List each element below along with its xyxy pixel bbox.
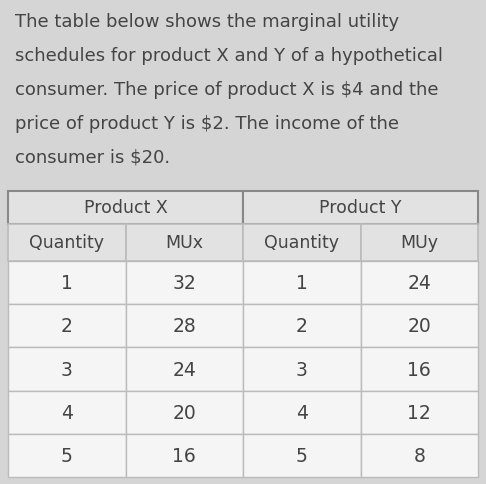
Text: schedules for product X and Y of a hypothetical: schedules for product X and Y of a hypot… [15,47,443,65]
Text: 4: 4 [296,403,308,422]
Text: 24: 24 [407,273,431,292]
Bar [8,391,125,434]
Bar [8,434,125,477]
Bar [8,348,125,391]
Bar [361,391,478,434]
Text: 3: 3 [296,360,308,379]
Bar [243,391,361,434]
Text: 2: 2 [61,317,73,336]
Bar [8,225,125,261]
Bar [125,261,243,304]
Bar [243,261,361,304]
Text: consumer. The price of product X is $4 and the: consumer. The price of product X is $4 a… [15,81,438,99]
Bar [125,225,243,261]
Bar [125,348,243,391]
Text: price of product Y is $2. The income of the: price of product Y is $2. The income of … [15,115,399,133]
Text: 8: 8 [413,446,425,465]
Text: MUx: MUx [165,234,203,252]
Bar [243,348,361,391]
Text: The table below shows the marginal utility: The table below shows the marginal utili… [15,13,399,31]
Text: 12: 12 [407,403,431,422]
Text: 20: 20 [173,403,196,422]
Text: 4: 4 [61,403,73,422]
Text: 16: 16 [407,360,431,379]
Bar [125,304,243,348]
Bar [243,304,361,348]
Bar [361,348,478,391]
Text: consumer is $20.: consumer is $20. [15,149,170,166]
Bar [361,261,478,304]
Text: 5: 5 [61,446,73,465]
Text: Product Y: Product Y [319,199,402,217]
Bar [8,261,125,304]
Text: 2: 2 [296,317,308,336]
Bar [125,434,243,477]
Text: 20: 20 [407,317,431,336]
Text: 24: 24 [173,360,196,379]
Text: Product X: Product X [84,199,167,217]
Text: 28: 28 [173,317,196,336]
Text: Quantity: Quantity [29,234,104,252]
Bar [243,225,361,261]
Bar [125,391,243,434]
Text: 16: 16 [173,446,196,465]
Bar [361,225,478,261]
Bar [361,434,478,477]
Text: MUy: MUy [400,234,438,252]
Text: 1: 1 [296,273,308,292]
Bar [243,434,361,477]
Bar [8,304,125,348]
Text: Quantity: Quantity [264,234,339,252]
Bar [8,192,243,225]
Text: 3: 3 [61,360,73,379]
Text: 32: 32 [173,273,196,292]
Bar [243,192,478,225]
Bar [361,304,478,348]
Text: 5: 5 [296,446,308,465]
Text: 1: 1 [61,273,73,292]
